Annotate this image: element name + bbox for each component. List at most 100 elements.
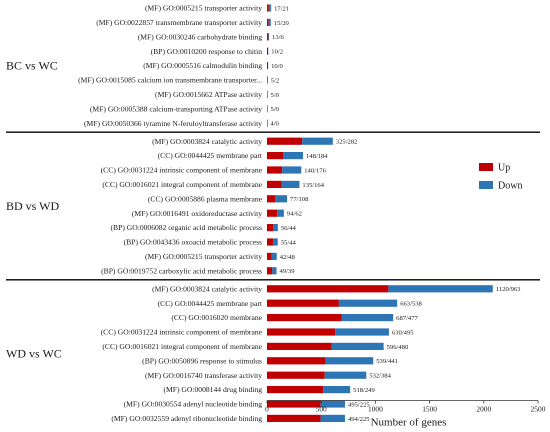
count-label: 5/2 <box>271 77 279 84</box>
bar-up <box>267 47 269 55</box>
bar-down <box>320 400 346 408</box>
bar-up <box>267 105 268 113</box>
count-label: 494/225 <box>348 416 370 423</box>
bar-row: (MF) GO:0030554 adenyl nucleotide bindin… <box>124 400 371 409</box>
bar-down <box>271 252 277 260</box>
bar-up <box>267 209 278 217</box>
bar-up <box>267 195 276 203</box>
term-label: (CC) GO:0016020 membrane <box>171 313 262 322</box>
term-label: (BP) GO:0050896 response to stimulus <box>142 356 262 365</box>
bar-up <box>267 267 273 275</box>
x-tick-label: 2000 <box>476 405 491 414</box>
count-label: 77/108 <box>290 196 309 203</box>
count-label: 17/21 <box>274 5 289 12</box>
bar-row: (CC) GO:0016021 integral component of me… <box>102 342 409 351</box>
group-label: BC vs WC <box>6 59 58 73</box>
bar-down <box>275 195 288 203</box>
x-tick-label: 1000 <box>368 405 383 414</box>
count-label: 630/495 <box>392 329 414 336</box>
term-label: (MF) GO:0003824 catalytic activity <box>152 137 262 146</box>
bar-up <box>267 76 268 84</box>
bar-down <box>273 224 278 232</box>
term-label: (CC) GO:0044425 membrane part <box>158 299 263 308</box>
term-label: (CC) GO:0031224 intrinsic component of m… <box>101 328 263 337</box>
count-label: 663/538 <box>400 301 422 308</box>
count-label: 49/39 <box>280 268 296 275</box>
term-label: (MF) GO:0032559 adenyl ribonucleotide bi… <box>111 414 262 423</box>
bar-row: (BP) GO:0019752 carboxylic acid metaboli… <box>101 266 295 275</box>
bar-down <box>272 267 277 275</box>
bar-row: (MF) GO:0005388 calcium-transporting ATP… <box>90 104 280 113</box>
count-label: 5/0 <box>271 92 280 99</box>
bar-down <box>268 4 272 12</box>
bar-row: (CC) GO:0031224 intrinsic component of m… <box>101 328 415 337</box>
x-axis: 0 500 1000 1500 2000 2500 Number of genes <box>265 400 546 429</box>
bar-up <box>267 238 273 246</box>
term-label: (MF) GO:0016491 oxidoreductase activity <box>132 209 262 218</box>
x-tick-label: 0 <box>265 405 269 414</box>
bar-row: (BP) GO:0006082 organic acid metabolic p… <box>111 223 297 232</box>
count-label: 10/0 <box>271 63 283 70</box>
bar-up <box>267 299 339 307</box>
bar-up <box>267 357 326 365</box>
term-label: (BP) GO:0010200 response to chitin <box>151 47 263 56</box>
bar-row: (MF) GO:0003824 catalytic activity 325/28… <box>152 137 357 146</box>
count-label: 518/249 <box>353 387 375 394</box>
bar-up <box>267 119 268 127</box>
bar-row: (MF) GO:0005215 transporter activity 17/2… <box>145 4 289 13</box>
term-label: (BP) GO:0006082 organic acid metabolic p… <box>111 223 263 232</box>
bar-down <box>272 238 278 246</box>
group-label: WD vs WC <box>6 347 62 361</box>
bar-down <box>335 328 389 336</box>
bar-down <box>268 18 271 26</box>
bar-row: (BP) GO:0043436 oxoacid metabolic proces… <box>124 238 297 247</box>
bar-up <box>267 33 269 41</box>
bar-down <box>282 166 302 174</box>
term-label: (MF) GO:0022857 transmembrane transporte… <box>96 18 262 27</box>
count-label: 148/184 <box>306 153 328 160</box>
count-label: 13/6 <box>272 34 284 41</box>
bar-row: (CC) GO:0016021 integral component of me… <box>102 180 324 189</box>
x-tick-label: 500 <box>316 405 327 414</box>
term-label: (MF) GO:0005215 transporter activity <box>145 252 262 261</box>
legend: Up Down <box>479 163 522 192</box>
x-tick-label: 2500 <box>531 405 546 414</box>
bar-row: (MF) GO:0003824 catalytic activity 1120/9… <box>152 284 521 293</box>
bar-rows: (MF) GO:0005215 transporter activity 17/2… <box>78 4 521 423</box>
legend-label-up: Up <box>498 163 510 174</box>
bar-up <box>267 414 321 422</box>
bar-row: (MF) GO:0016740 transferase activity 532/… <box>145 371 392 380</box>
bar-up <box>267 4 269 12</box>
term-label: (MF) GO:0003824 catalytic activity <box>152 284 262 293</box>
count-label: 140/176 <box>304 167 326 174</box>
count-label: 539/441 <box>376 358 398 365</box>
count-label: 596/480 <box>387 344 409 351</box>
count-label: 42/48 <box>280 254 296 261</box>
x-axis-label: Number of genes <box>371 417 447 429</box>
term-label: (BP) GO:0043436 oxoacid metabolic proces… <box>124 238 262 247</box>
term-label: (CC) GO:0031224 intrinsic component of m… <box>101 166 263 175</box>
bar-up <box>267 342 332 350</box>
bar-row: (MF) GO:0005215 transporter activity 42/4… <box>145 252 296 261</box>
term-label: (MF) GO:0005388 calcium-transporting ATP… <box>90 104 262 113</box>
term-label: (CC) GO:0044425 membrane part <box>158 151 263 160</box>
count-label: 135/164 <box>302 182 324 189</box>
bar-down <box>341 314 394 322</box>
term-label: (CC) GO:0016021 integral component of me… <box>102 342 262 351</box>
bar-down <box>324 371 367 379</box>
bar-row: (CC) GO:0044425 membrane part 663/538 <box>158 299 423 308</box>
bar-row: (MF) GO:0016491 oxidoreductase activity 9… <box>132 209 302 218</box>
count-label: 4/0 <box>270 121 279 128</box>
count-label: 532/384 <box>369 373 391 380</box>
term-label: (MF) GO:0005516 calmodulin binding <box>143 61 262 70</box>
x-tick-label: 1500 <box>422 405 437 414</box>
term-label: (CC) GO:0016021 integral component of me… <box>102 180 262 189</box>
bar-row: (BP) GO:0050896 response to stimulus 539/… <box>142 356 398 365</box>
count-label: 56/44 <box>281 225 297 232</box>
count-label: 687/477 <box>396 315 418 322</box>
term-label: (MF) GO:0015085 calcium ion transmembran… <box>78 76 262 85</box>
bar-row: (CC) GO:0031224 intrinsic component of m… <box>101 166 327 175</box>
bar-row: (CC) GO:0005886 plasma membrane 77/108 <box>148 194 309 203</box>
